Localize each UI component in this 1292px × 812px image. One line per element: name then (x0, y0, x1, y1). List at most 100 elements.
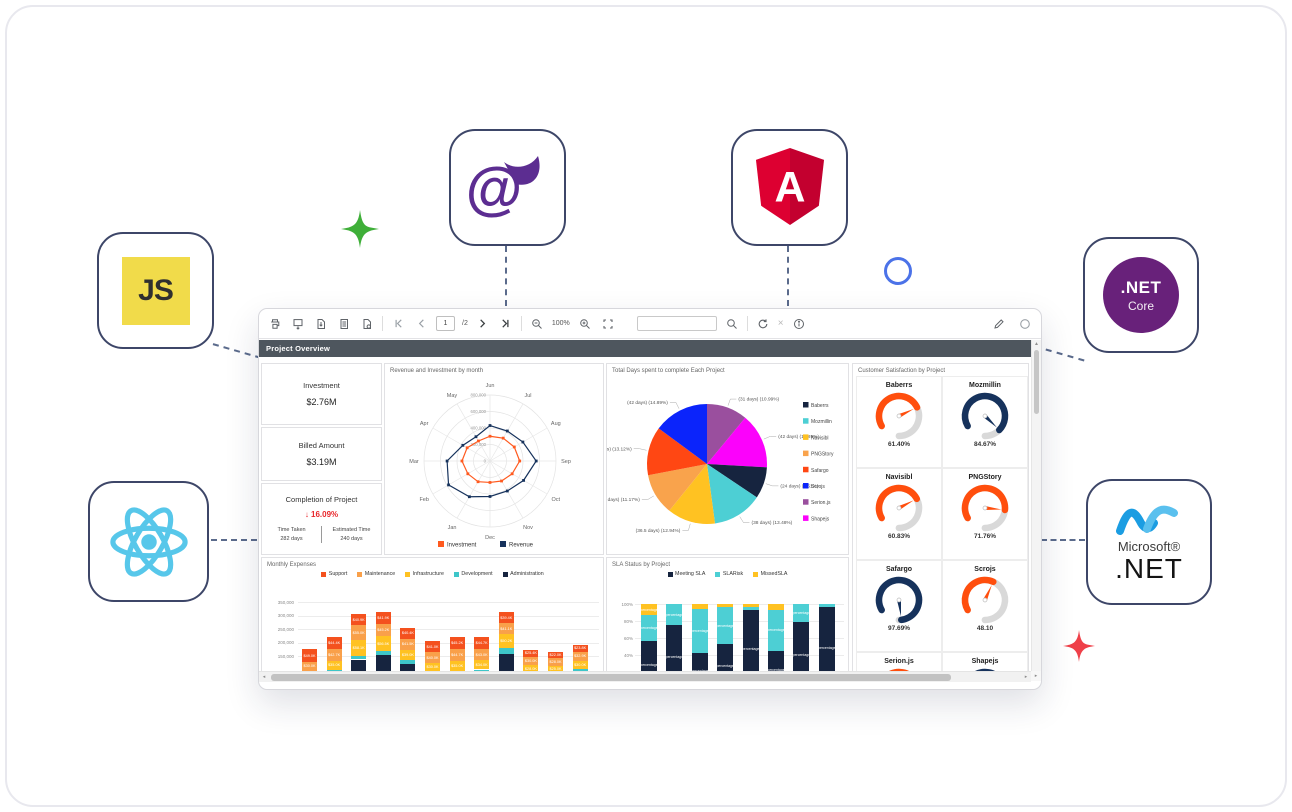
vertical-scroll-thumb[interactable] (1034, 350, 1039, 414)
report-viewer-window: /2 100% (258, 308, 1042, 690)
pie-legend-label: Mozmillin (811, 419, 832, 425)
sla-gridline (635, 621, 844, 622)
expenses-bar-segment: $55.0K (351, 625, 367, 641)
refresh-icon[interactable] (755, 315, 771, 333)
legend-label: SLARisk (722, 571, 744, 577)
vertical-scrollbar[interactable]: ▲ (1031, 340, 1041, 671)
pie-slice-label: (24 days) (8.51%) (780, 483, 819, 489)
gauge-dial (875, 576, 923, 624)
netcore-subtitle: Core (1127, 298, 1154, 313)
expenses-title: Monthly Expenses (267, 562, 317, 568)
zoom-in-icon[interactable] (577, 315, 593, 333)
scroll-left-icon[interactable]: ◂ (262, 674, 266, 680)
radar-axis-label: Sep (561, 459, 571, 465)
scroll-right-icon[interactable]: ▸ (1024, 674, 1028, 680)
radar-chart-title: Revenue and Investment by month (390, 368, 484, 374)
gauge-card-navisibl: Navisibl 60.83% (856, 468, 942, 560)
expenses-bar-segment (498, 647, 514, 654)
expenses-bar-segment: $41.5K (400, 638, 416, 650)
pie-slice-label: (38 days) (13.48%) (751, 520, 792, 526)
chart-legend: Meeting SLA SLARisk MissedSLA (607, 571, 848, 577)
expenses-bar-segment: $40.4K (400, 627, 416, 639)
red-sparkle-icon (1063, 630, 1095, 662)
fit-page-icon[interactable] (600, 315, 616, 333)
sla-bar-segment: percentage (666, 625, 683, 671)
kpi-card-completion: Completion of Project ↓ 16.09% Time Take… (261, 483, 382, 555)
comment-icon[interactable] (1017, 315, 1033, 333)
scroll-up-icon[interactable]: ▲ (1034, 341, 1039, 347)
expenses-bar-segment: $58.1K (351, 640, 367, 656)
edit-icon[interactable] (991, 315, 1007, 333)
pie-legend-label: PNGStory (811, 452, 834, 458)
prev-page-icon[interactable] (413, 315, 429, 333)
expenses-bar-segment: $45.2K (449, 637, 465, 650)
kpi-sub-estimated-time: Estimated Time 240 days (332, 527, 371, 542)
next-page-icon[interactable] (475, 315, 491, 333)
print-icon[interactable] (267, 315, 283, 333)
zoom-out-icon[interactable] (529, 315, 545, 333)
parameters-icon[interactable] (336, 315, 352, 333)
horizontal-scroll-thumb[interactable] (271, 673, 951, 681)
expenses-bar-segment: $41.0K (425, 641, 440, 653)
print-layout-icon[interactable] (290, 315, 306, 333)
javascript-icon: JS (121, 256, 190, 325)
expenses-bar-segment (375, 655, 391, 671)
sla-gridline (635, 655, 844, 656)
gauge-value: 71.76% (973, 533, 997, 540)
pie-slice-label: (31.5 days) (11.17%) (607, 497, 640, 503)
radar-axis-label: Feb (419, 497, 428, 503)
horizontal-scrollbar[interactable]: ◂ ▸ (259, 671, 1031, 682)
gauge-value: 84.67% (973, 441, 997, 448)
legend-swatch-icon (453, 571, 459, 577)
logo-card-react (88, 481, 209, 602)
expenses-bar-segment: $25.4K (523, 649, 539, 657)
search-input[interactable] (636, 316, 717, 331)
expenses-bar-segment: $23.8K (572, 645, 588, 652)
legend-label: MissedSLA (760, 571, 788, 577)
radar-axis-label: Jun (486, 383, 495, 389)
expenses-bar-segment: $28.0K (548, 658, 563, 666)
gauge-dial (875, 484, 923, 532)
radar-tick-label: 400,000 (470, 426, 486, 431)
gauge-card-shapejs: Shapejs (942, 652, 1028, 671)
radar-legend-label: Investment (447, 543, 477, 549)
pie-chart-panel: Total Days spent to complete Each Projec… (606, 363, 849, 555)
scrollbar-corner: ▸ (1031, 671, 1041, 681)
connector-react (211, 539, 257, 541)
expenses-gridline (298, 615, 599, 617)
gauge-project-name: Mozmillin (969, 382, 1001, 389)
expenses-bar-segment: $50.2K (498, 634, 514, 648)
pie-legend-label: Scrojs (811, 484, 825, 490)
first-page-icon[interactable] (390, 315, 406, 333)
search-icon[interactable] (724, 315, 740, 333)
pie-slice-label: (31 days) (10.99%) (738, 397, 779, 403)
last-page-icon[interactable] (498, 315, 514, 333)
page-number-input[interactable] (436, 316, 455, 331)
expenses-bar-segment: $42.7K (326, 649, 342, 661)
radar-axis-label: Jan (448, 525, 457, 531)
close-search-icon[interactable]: × (777, 317, 784, 329)
sla-chart-panel: SLA Status by Project Meeting SLA SLARisk… (606, 557, 849, 671)
connector-angular (787, 246, 789, 306)
radar-axis-label: Apr (420, 421, 429, 427)
kpi-sub-time-taken: Time Taken 282 days (262, 526, 322, 543)
sla-ytick: 40% (623, 652, 633, 658)
zoom-level-label[interactable]: 100% (551, 320, 570, 327)
kpi-label: Completion of Project (285, 495, 358, 505)
page-setup-icon[interactable] (359, 315, 375, 333)
radar-axis-label: Jul (524, 393, 531, 399)
sla-bar-segment (818, 604, 835, 607)
expenses-bar-segment (400, 663, 416, 671)
gauge-card-baberrs: Baberrs 61.40% (856, 376, 942, 468)
report-tab-header[interactable]: Project Overview (259, 340, 1031, 357)
info-icon[interactable] (791, 315, 807, 333)
legend-label: Development (461, 571, 493, 577)
export-icon[interactable] (313, 315, 329, 333)
sla-bar-segment: percentage (818, 606, 835, 671)
blazor-icon: @ (465, 155, 540, 221)
expenses-gridline (298, 602, 599, 603)
expenses-bar-segment: $35.0K (326, 660, 342, 671)
connector-js (212, 343, 262, 359)
gauges-title: Customer Satisfaction by Project (858, 368, 946, 374)
expenses-bar-segment (572, 668, 588, 671)
